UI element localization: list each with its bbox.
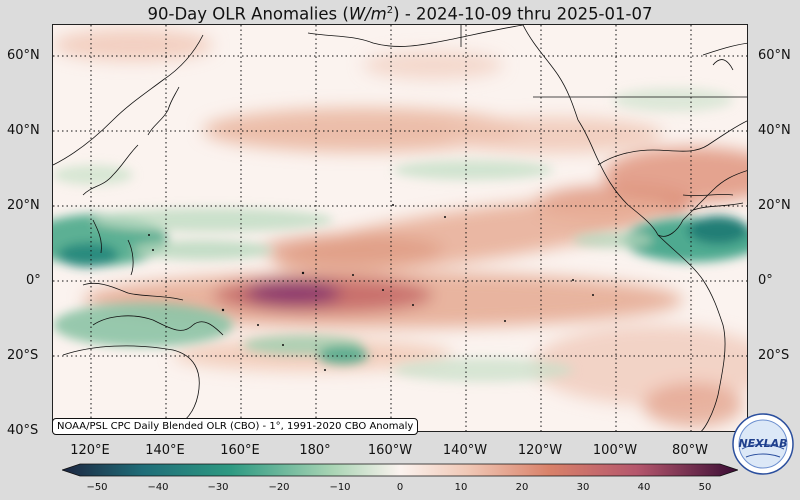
- lat-label-60n-right: 60°N: [758, 48, 791, 63]
- cb-tick-neg20: −20: [268, 482, 290, 493]
- cb-tick-neg30: −30: [207, 482, 229, 493]
- data-source-note: NOAA/PSL CPC Daily Blended OLR (CBO) - 1…: [52, 418, 419, 435]
- cb-tick-40: 40: [637, 482, 651, 493]
- colorbar-fill: [62, 463, 738, 477]
- chart-title: 90-Day OLR Anomalies (W/m2) - 2024-10-09…: [147, 4, 653, 24]
- lon-label-180: 180°: [299, 443, 331, 458]
- cb-tick-10: 10: [454, 482, 468, 493]
- lat-label-eq-right: 0°: [758, 273, 773, 288]
- lon-label-120w: 120°W: [517, 443, 563, 458]
- coastlines: [53, 25, 747, 431]
- cb-tick-0: 0: [396, 482, 404, 493]
- graticule: [53, 25, 747, 431]
- islands: [148, 204, 594, 371]
- lon-label-120e: 120°E: [70, 443, 110, 458]
- lat-label-eq-left: 0°: [26, 273, 41, 288]
- cb-tick-20: 20: [515, 482, 529, 493]
- logo-text: NEXLAB: [738, 437, 787, 450]
- lon-label-80w: 80°W: [672, 443, 708, 458]
- nexlab-logo-icon: NEXLAB: [732, 413, 794, 475]
- lon-label-160e: 160°E: [220, 443, 260, 458]
- colorbar: [62, 463, 738, 477]
- lon-label-140w: 140°W: [442, 443, 488, 458]
- lon-label-140e: 140°E: [145, 443, 185, 458]
- lat-label-20s-left: 20°S: [7, 348, 39, 363]
- cb-tick-30: 30: [576, 482, 590, 493]
- cb-tick-neg50: −50: [86, 482, 108, 493]
- lat-label-40s-left: 40°S: [7, 423, 39, 438]
- olr-anomaly-map: [52, 24, 748, 432]
- cb-tick-neg10: −10: [329, 482, 351, 493]
- lat-label-20n-right: 20°N: [758, 198, 791, 213]
- lat-label-40n-left: 40°N: [7, 123, 40, 138]
- lon-label-160w: 160°W: [367, 443, 413, 458]
- lat-label-60n-left: 60°N: [7, 48, 40, 63]
- lat-label-20s-right: 20°S: [758, 348, 790, 363]
- lat-label-20n-left: 20°N: [7, 198, 40, 213]
- lon-label-100w: 100°W: [592, 443, 638, 458]
- lat-label-40n-right: 40°N: [758, 123, 791, 138]
- cb-tick-50: 50: [698, 482, 712, 493]
- anomaly-field: [53, 29, 747, 427]
- cb-tick-neg40: −40: [147, 482, 169, 493]
